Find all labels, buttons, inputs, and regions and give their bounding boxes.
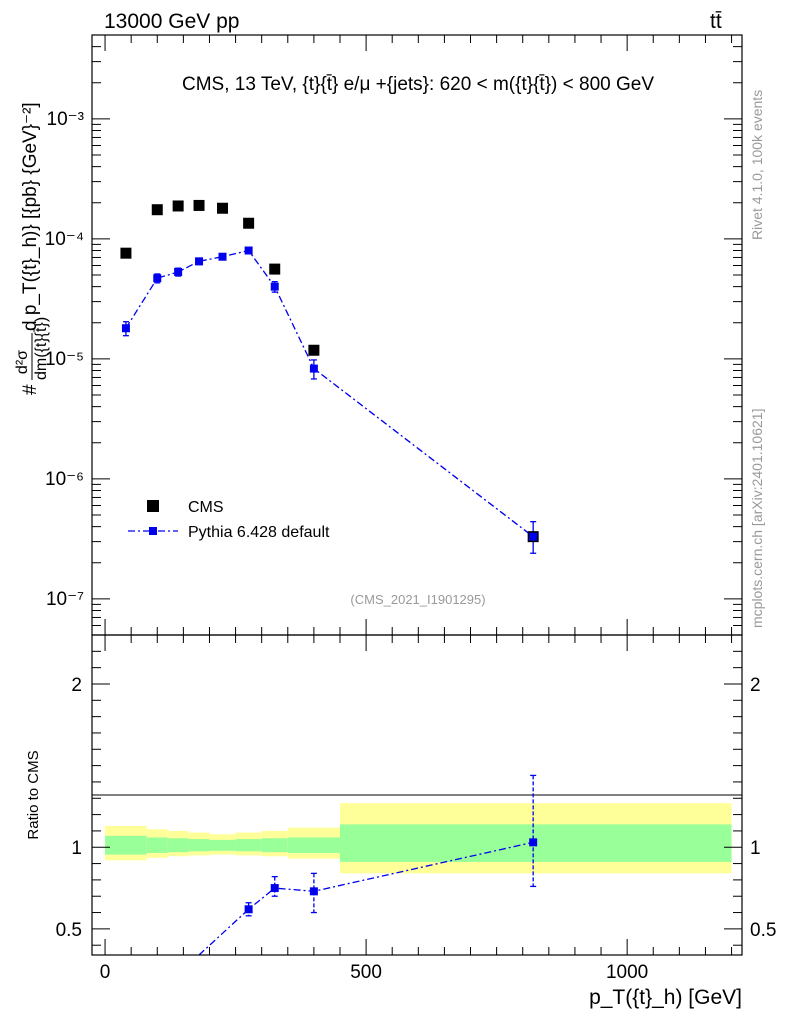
ratio-band-green (146, 837, 168, 853)
legend-pythia-label: Pythia 6.428 default (188, 524, 330, 541)
ratio-band-green (209, 839, 236, 851)
main-ytick-label: 10⁻⁷ (46, 589, 84, 610)
ratio-band-green (188, 839, 210, 852)
ratio-band-green (235, 839, 262, 852)
pythia-point (153, 274, 162, 283)
ylabel-hash: # (20, 384, 41, 395)
ratio-ytick-label-left: 2 (71, 675, 82, 696)
cms-point (193, 199, 205, 211)
ratio-tick-labels: 0.5 0.5 1 1 2 2 0 500 1000 (56, 675, 777, 983)
pythia-line (125, 249, 534, 538)
pythia-point (121, 324, 130, 333)
cms-point (172, 200, 184, 212)
main-ticks (92, 34, 742, 636)
ylabel-numerator: d²σ (14, 350, 31, 374)
pythia-point (529, 532, 538, 541)
ratio-point (244, 905, 253, 914)
cms-point (308, 344, 320, 356)
ratio-point (529, 838, 538, 847)
pythia-point (270, 282, 279, 291)
legend-pythia-marker (149, 527, 157, 535)
xtick-label: 500 (350, 962, 382, 983)
main-ylabel: # d²σ dm({t}{t̄}) d p_T({t}_h)} [{pb} {G… (14, 102, 50, 395)
xtick-label: 0 (100, 962, 111, 983)
main-panel: CMS, 13 TeV, {t}{t̄} e/μ +{jets}: 620 < … (14, 34, 743, 636)
ratio-ytick-label-right: 1 (750, 838, 761, 859)
cms-point (151, 204, 163, 216)
pythia-point (174, 267, 183, 276)
pythia-point (218, 252, 227, 261)
ratio-band-green (261, 838, 288, 853)
analysis-watermark: (CMS_2021_I1901295) (350, 592, 485, 607)
main-series (120, 199, 539, 554)
legend: CMS Pythia 6.428 default (128, 499, 330, 541)
ratio-panel: 0.5 0.5 1 1 2 2 0 500 1000 Ratio to CMS p_T({t}_… (25, 634, 777, 1009)
main-title: CMS, 13 TeV, {t}{t̄} e/μ +{jets}: 620 < … (182, 74, 654, 95)
ratio-frame (91, 634, 743, 956)
ratio-ytick-label-right: 0.5 (750, 920, 776, 941)
ratio-band-green (287, 837, 340, 853)
header-left: 13000 GeV pp (104, 10, 239, 33)
ratio-band-green (167, 838, 189, 853)
main-frame (91, 34, 743, 636)
header-right: tt̄ (710, 10, 722, 33)
ratio-ytick-label-left: 0.5 (56, 920, 82, 941)
ratio-band-green (105, 835, 147, 855)
pythia-point (195, 257, 204, 266)
rivet-label: Rivet 4.1.0, 100k events (749, 90, 765, 240)
x-axis-label: p_T({t}_h) [GeV] (589, 986, 742, 1009)
main-ytick-label: 10⁻³ (47, 109, 85, 130)
mcplots-label: mcplots.cern.ch [arXiv:2401.10621] (749, 409, 765, 628)
cms-point (217, 202, 229, 214)
legend-cms-label: CMS (188, 499, 224, 516)
ratio-ticks (92, 635, 742, 955)
ratio-ytick-label-left: 1 (71, 838, 82, 859)
pythia-point (309, 364, 318, 373)
ratio-point (309, 887, 318, 896)
ratio-ylabel: Ratio to CMS (25, 750, 42, 839)
main-ytick-label: 10⁻⁶ (45, 469, 84, 490)
ratio-point (270, 884, 279, 893)
xtick-label: 1000 (606, 962, 648, 983)
ratio-series (198, 774, 538, 956)
cms-point (120, 247, 132, 259)
main-ytick-label: 10⁻⁴ (45, 229, 84, 250)
pythia-point (244, 246, 253, 255)
ylabel-rest: d p_T({t}_h)} [{pb} {GeV}⁻²] (20, 102, 41, 331)
main-tick-labels: 10⁻⁷ 10⁻⁶ 10⁻⁵ 10⁻⁴ 10⁻³ (45, 109, 84, 610)
cms-point (243, 217, 255, 229)
ratio-ytick-label-right: 2 (750, 675, 761, 696)
legend-cms-marker (147, 500, 159, 512)
main-ytick-label: 10⁻⁵ (45, 349, 84, 370)
ratio-bands (105, 803, 732, 874)
cms-point (269, 263, 281, 275)
ylabel-denominator: dm({t}{t̄}) (33, 317, 50, 380)
